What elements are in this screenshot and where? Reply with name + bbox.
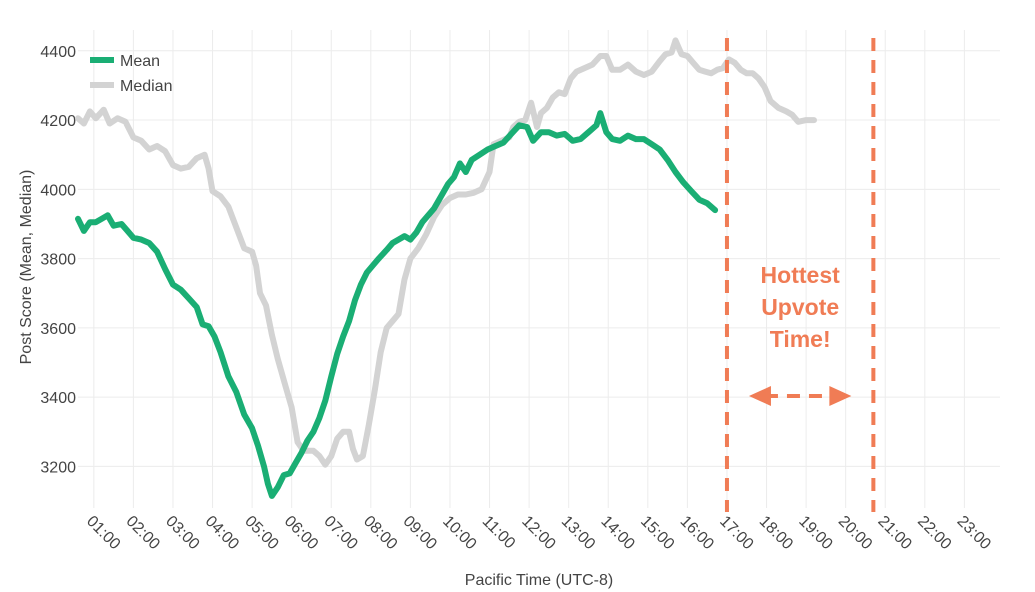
y-tick-label: 4400 [40,44,76,61]
x-tick-label: 03:00 [162,513,202,553]
x-axis-title: Pacific Time (UTC-8) [465,572,613,589]
series-group [75,37,817,499]
y-axis-title: Post Score (Mean, Median) [18,170,35,365]
series-line-median [75,37,817,468]
arrow-left-icon [748,386,771,406]
y-tick-label: 3600 [40,321,76,338]
x-tick-label: 11:00 [479,513,519,553]
x-tick-label: 12:00 [518,513,558,553]
y-tick-label: 3200 [40,459,76,476]
x-tick-label: 02:00 [123,513,163,553]
x-tick-label: 07:00 [320,513,360,553]
legend-label-median: Median [120,78,172,95]
x-tick-label: 09:00 [400,513,440,553]
arrow-right-icon [829,386,852,406]
annotation: Hottest Upvote Time! [724,38,876,512]
annotation-text-line: Upvote [761,294,839,320]
x-tick-label: 22:00 [914,513,954,553]
x-tick-label: 15:00 [637,513,677,553]
grid [78,30,1000,508]
y-axis: 3200 3400 3600 3800 4000 4200 4400 [40,44,76,477]
x-tick-label: 04:00 [202,513,242,553]
x-tick-label: 10:00 [439,513,479,553]
annotation-text-line: Time! [770,326,831,352]
x-tick-label: 06:00 [281,513,321,553]
series-line-mean [75,110,719,499]
x-tick-label: 08:00 [360,513,400,553]
x-tick-label: 20:00 [835,513,875,553]
legend: Mean Median [90,53,172,95]
x-tick-label: 17:00 [716,513,756,553]
annotation-text-line: Hottest [761,262,841,288]
x-tick-label: 21:00 [874,513,914,553]
x-tick-label: 13:00 [558,513,598,553]
legend-label-mean: Mean [120,53,160,70]
x-tick-label: 19:00 [795,513,835,553]
y-tick-label: 4200 [40,113,76,130]
y-tick-label: 4000 [40,182,76,199]
x-tick-label: 05:00 [241,513,281,553]
x-tick-label: 18:00 [756,513,796,553]
x-axis: 01:00 02:00 03:00 04:00 05:00 06:00 07:00 08:00… [83,513,994,553]
x-tick-label: 14:00 [597,513,637,553]
x-tick-label: 01:00 [83,513,123,553]
y-tick-label: 3800 [40,252,76,269]
x-tick-label: 23:00 [954,513,994,553]
y-tick-label: 3400 [40,390,76,407]
x-tick-label: 16:00 [677,513,717,553]
